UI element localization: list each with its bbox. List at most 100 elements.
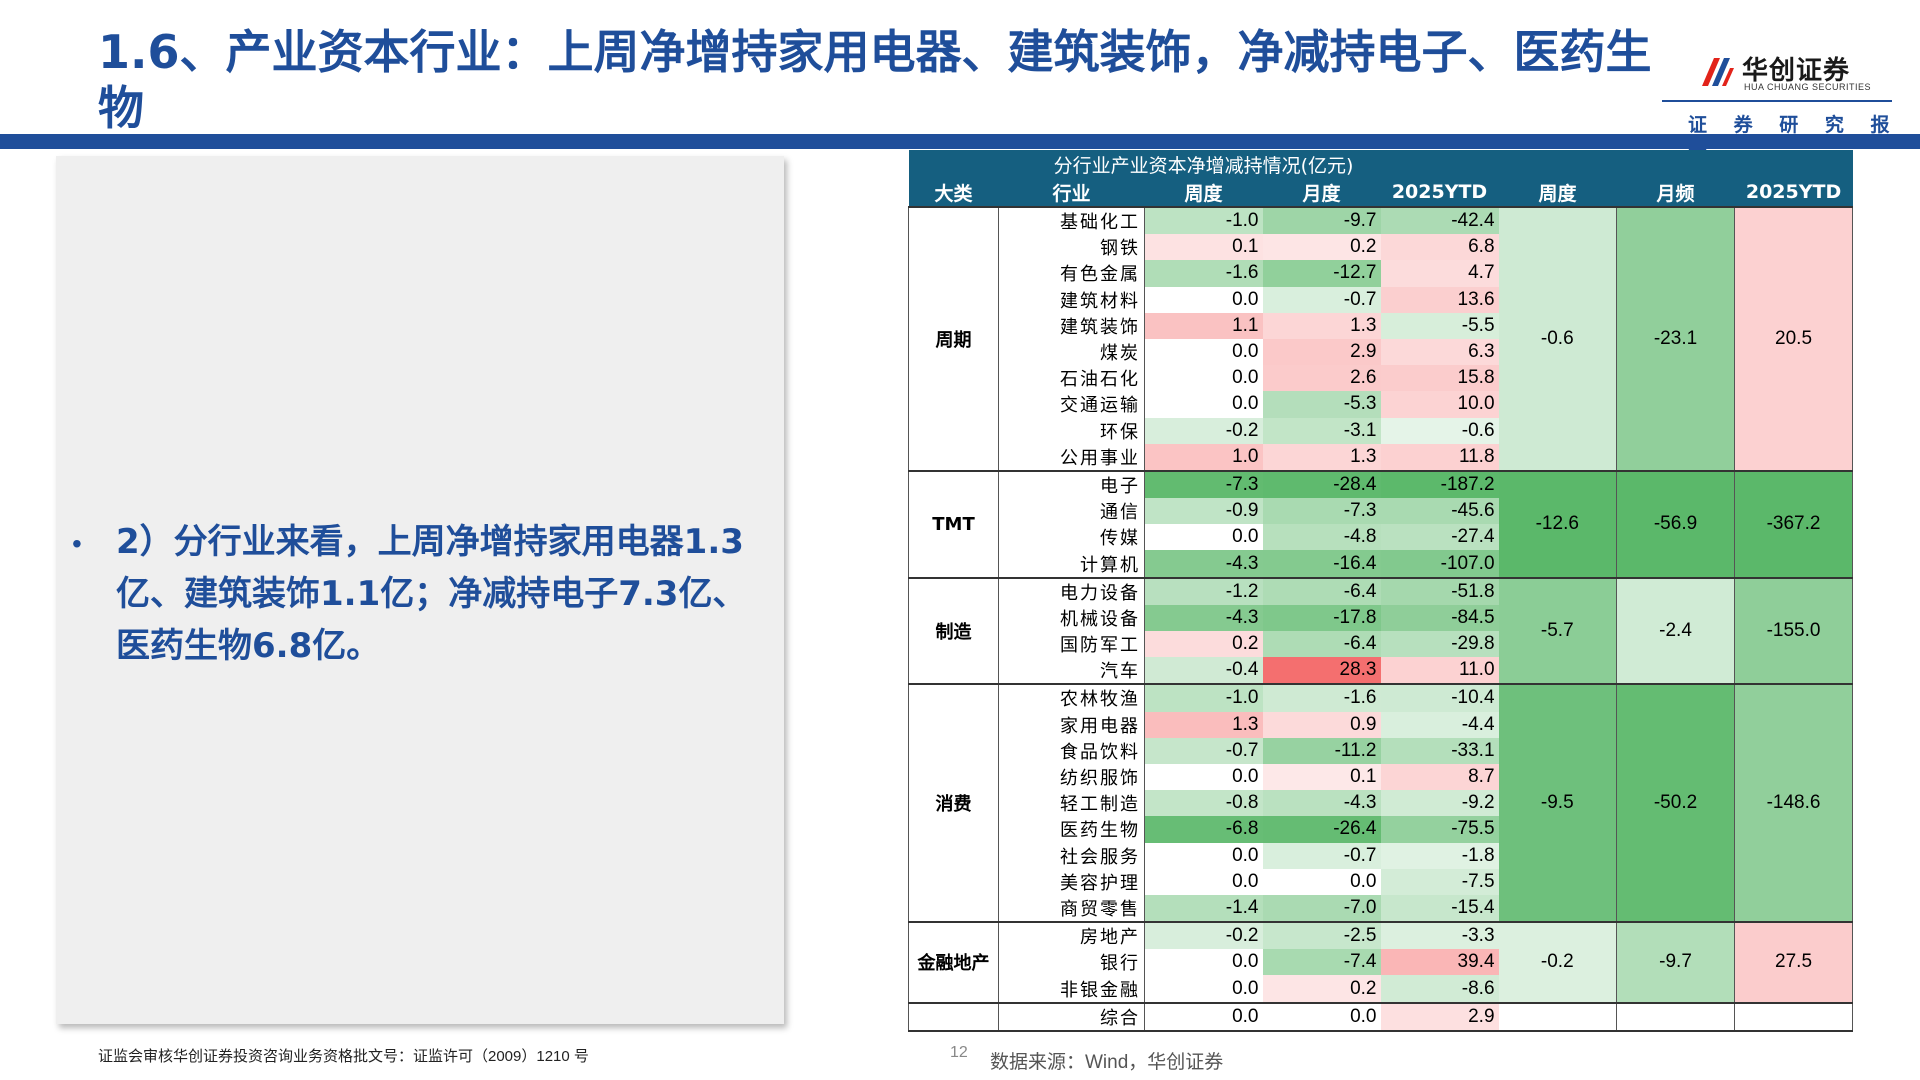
week-value-cell: 0.0 [1144,1001,1263,1032]
week-value-cell: -1.2 [1144,576,1263,605]
ytd-value-cell: -84.5 [1380,604,1499,631]
category-cell: 周期 [908,206,999,471]
category-cell: 金融地产 [908,921,999,1003]
group-month-cell: -50.2 [1616,683,1736,923]
week-value-cell: -1.0 [1144,683,1263,712]
week-value-cell: -0.4 [1144,657,1263,685]
month-value-cell: 0.0 [1262,1001,1381,1032]
group-ytd-cell: -148.6 [1734,683,1854,923]
page-title: 1.6、产业资本行业：上周净增持家用电器、建筑装饰，净减持电子、医药生物 [98,25,1652,135]
week-value-cell: 0.0 [1144,842,1263,869]
month-value-cell: 0.2 [1262,975,1381,1003]
table-row: 美容护理 0.0 0.0 -7.5 [909,868,1853,895]
month-value-cell: -2.5 [1262,921,1381,950]
week-value-cell: -0.7 [1144,737,1263,764]
table-row: TMT 电子 -7.3 -28.4 -187.2 -12.6 -56.9 -367.2 [908,469,1854,578]
table-row: 钢铁 0.1 0.2 6.8 [909,234,1853,261]
ytd-value-cell: -3.3 [1380,921,1499,950]
group-month-cell: -56.9 [1616,469,1736,578]
industry-cell: 石油石化 [998,365,1145,392]
table-row: 轻工制造 -0.8 -4.3 -9.2 [909,790,1853,817]
week-value-cell: 0.0 [1144,975,1263,1003]
month-value-cell: -7.0 [1262,894,1381,923]
month-value-cell: -0.7 [1262,286,1381,313]
group-week-cell: -5.7 [1498,576,1618,685]
week-value-cell: 1.0 [1144,443,1263,471]
ytd-value-cell: -27.4 [1380,524,1499,551]
month-value-cell: -4.3 [1262,790,1381,817]
group-week-cell: -9.5 [1498,683,1618,923]
category-cell: TMT [908,469,999,578]
table-row: 消费 农林牧渔 -1.0 -1.6 -10.4 -9.5 -50.2 -148.6 [908,683,1854,923]
week-value-cell: -6.8 [1144,816,1263,843]
bullet-dot: • [72,528,82,559]
month-value-cell: 0.1 [1262,763,1381,791]
industry-cell: 汽车 [998,657,1145,685]
ytd-value-cell: -8.6 [1380,975,1499,1003]
week-value-cell: 1.1 [1144,312,1263,339]
ytd-value-cell: 2.9 [1380,1001,1499,1032]
table-row: 家用电器 1.3 0.9 -4.4 [909,711,1853,738]
week-value-cell: -7.3 [1144,469,1263,499]
table-row: 商贸零售 -1.4 -7.0 -15.4 [909,894,1853,923]
table-row: 国防军工 0.2 -6.4 -29.8 [909,631,1853,658]
month-value-cell: -11.2 [1262,737,1381,764]
group-week-cell: -0.2 [1498,921,1618,1003]
table-row: 通信 -0.9 -7.3 -45.6 [909,498,1853,525]
header-bar [0,134,1920,149]
table-row: 金融地产 房地产 -0.2 -2.5 -3.3 -0.2 -9.7 27.5 [908,921,1854,1003]
month-value-cell: -26.4 [1262,816,1381,843]
group-month-cell: -23.1 [1616,206,1736,471]
month-value-cell: -9.7 [1262,205,1381,235]
industry-cell: 通信 [998,498,1145,525]
group-ytd-cell [1734,1001,1854,1032]
ytd-value-cell: -7.5 [1380,868,1499,895]
table-row: 纺织服饰 0.0 0.1 8.7 [909,763,1853,791]
data-source: 数据来源：Wind，华创证券 [990,1052,1224,1073]
week-value-cell: 0.1 [1144,234,1263,261]
group-week-cell: -12.6 [1498,469,1618,578]
industry-cell: 建筑材料 [998,286,1145,313]
month-value-cell: -3.1 [1262,417,1381,444]
month-value-cell: -4.8 [1262,524,1381,551]
group-ytd-cell: 27.5 [1734,921,1854,1003]
week-value-cell: 0.0 [1144,338,1263,366]
header-group-ytd: 2025YTD [1734,178,1853,207]
industry-cell: 国防军工 [998,631,1145,658]
table-row: 综合 0.0 0.0 2.9 [908,1001,1854,1032]
group-month-cell: -2.4 [1616,576,1736,685]
category-cell [908,1001,999,1032]
ytd-value-cell: 8.7 [1380,763,1499,791]
week-value-cell: 0.0 [1144,365,1263,392]
license-note: 证监会审核华创证券投资咨询业务资格批文号：证监许可（2009）1210 号 [98,1048,589,1065]
ytd-value-cell: 6.8 [1380,234,1499,261]
month-value-cell: 1.3 [1262,443,1381,471]
table-row: 公用事业 1.0 1.3 11.8 [909,443,1853,471]
table-row: 汽车 -0.4 28.3 11.0 [909,657,1853,685]
ytd-value-cell: -5.5 [1380,312,1499,339]
table-row: 有色金属 -1.6 -12.7 4.7 [909,260,1853,287]
ytd-value-cell: -15.4 [1380,894,1499,923]
month-value-cell: -17.8 [1262,604,1381,631]
group-month-cell: -9.7 [1616,921,1736,1003]
ytd-value-cell: 39.4 [1380,949,1499,976]
ytd-value-cell: -4.4 [1380,711,1499,738]
header-week: 周度 [1144,178,1263,207]
header-group-week: 周度 [1498,178,1617,207]
industry-cell: 交通运输 [998,391,1145,418]
ytd-value-cell: 11.8 [1380,443,1499,471]
ytd-value-cell: -42.4 [1380,205,1499,235]
month-value-cell: -28.4 [1262,469,1381,499]
industry-cell: 计算机 [998,550,1145,578]
ytd-value-cell: -75.5 [1380,816,1499,843]
industry-cell: 电力设备 [998,576,1145,605]
header-month: 月度 [1262,178,1381,207]
industry-cell: 商贸零售 [998,894,1145,923]
logo-name-cn: 华创证券 [1742,56,1851,86]
table-row: 机械设备 -4.3 -17.8 -84.5 [909,604,1853,631]
table-row: 银行 0.0 -7.4 39.4 [909,949,1853,976]
week-value-cell: 0.0 [1144,286,1263,313]
month-value-cell: 2.9 [1262,338,1381,366]
table-row: 非银金融 0.0 0.2 -8.6 [909,975,1853,1003]
week-value-cell: -0.8 [1144,790,1263,817]
